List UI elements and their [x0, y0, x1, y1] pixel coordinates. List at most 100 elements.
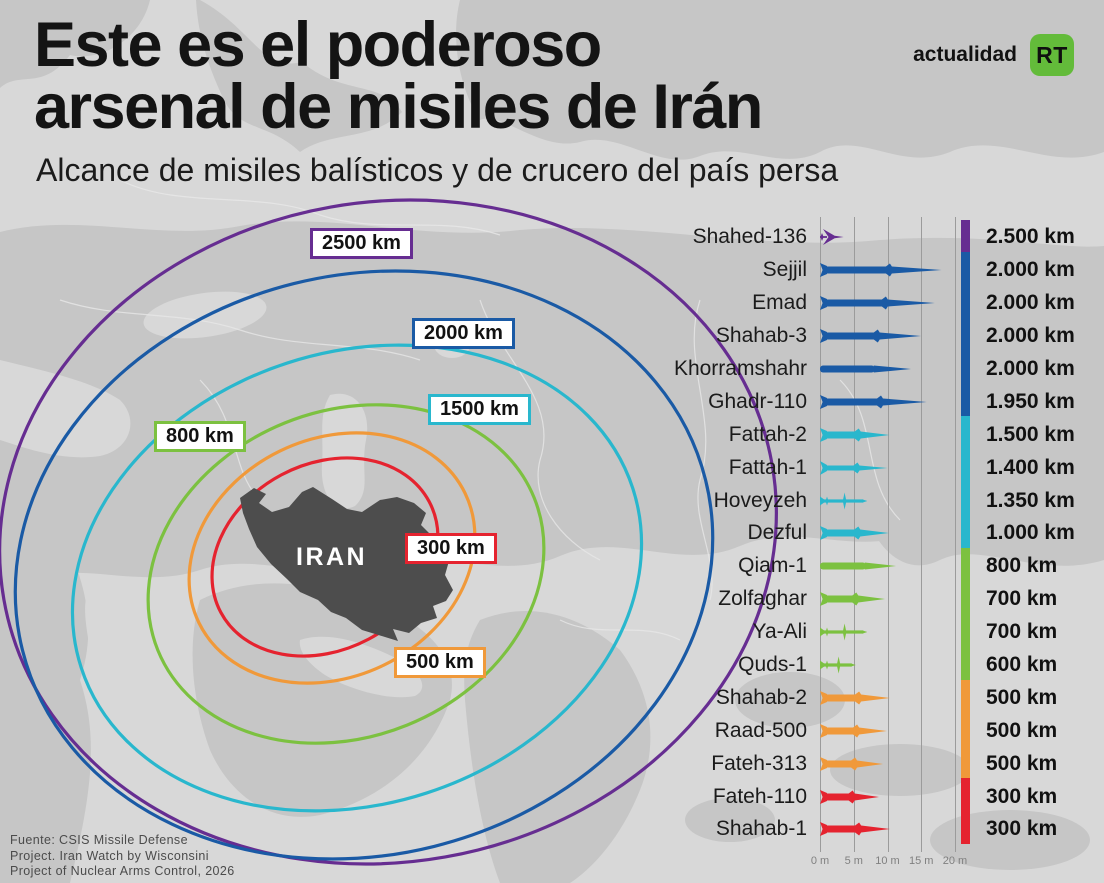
missile-name: Shahab-1: [715, 817, 807, 841]
missile-range-value: 1.000 km: [986, 521, 1075, 545]
missile-row: Dezful 1.000 km: [655, 517, 1104, 550]
missile-icon: [820, 622, 955, 642]
title-line-1: Este es el poderoso: [34, 10, 602, 80]
missile-name: Dezful: [747, 521, 807, 545]
range-rings: [0, 198, 778, 866]
missile-icon: [820, 326, 955, 346]
missile-rows: Shahed-136 2.500 km Sejjil 2.000 km Emad…: [655, 221, 1104, 846]
missile-range-value: 700 km: [986, 620, 1058, 644]
missile-row: Qiam-1 800 km: [655, 550, 1104, 583]
missile-icon: [820, 688, 955, 708]
missile-range-value: 2.000 km: [986, 324, 1075, 348]
missile-range-value: 300 km: [986, 817, 1058, 841]
missile-name: Raad-500: [714, 718, 807, 742]
page-title: Este es el poderoso arsenal de misiles d…: [34, 14, 763, 139]
missile-range-value: 2.500 km: [986, 225, 1075, 249]
gridline-10m: [887, 217, 889, 852]
missile-name: Quds-1: [738, 653, 807, 677]
missile-icon: [820, 589, 955, 609]
missile-range-chart: Shahed-136 2.500 km Sejjil 2.000 km Emad…: [655, 217, 1104, 871]
missile-row: Raad-500 500 km: [655, 714, 1104, 747]
ring-2000km: [13, 269, 715, 861]
axis-tick-15m: 15 m: [909, 855, 934, 867]
missile-row: Shahab-2 500 km: [655, 681, 1104, 714]
missile-range-value: 500 km: [986, 751, 1058, 775]
ring-300km: [210, 456, 440, 658]
missile-name: Fattah-2: [728, 422, 807, 446]
axis-tick-20m: 20 m: [942, 855, 968, 867]
missile-row: Fattah-2 1.500 km: [655, 418, 1104, 451]
missile-row: Shahab-1 300 km: [655, 813, 1104, 846]
missile-range-value: 1.400 km: [986, 455, 1075, 479]
missile-range-value: 2.000 km: [986, 291, 1075, 315]
ring-800km: [146, 403, 546, 745]
brand-actualidad-label: actualidad: [913, 43, 1017, 66]
missile-name: Fateh-110: [712, 784, 807, 808]
rt-logo: RT: [1030, 34, 1074, 76]
missile-icon: [820, 721, 955, 741]
missile-range-value: 600 km: [986, 653, 1058, 677]
page-subtitle: Alcance de misiles balísticos y de cruce…: [36, 152, 839, 188]
missile-icon: [820, 458, 955, 478]
missile-icon: [820, 754, 955, 774]
missile-icon: [820, 655, 955, 675]
range-colorbar: [961, 220, 970, 845]
missile-row: Shahed-136 2.500 km: [655, 221, 1104, 254]
missile-name: Khorramshahr: [673, 357, 807, 380]
missile-range-value: 500 km: [986, 685, 1058, 709]
ring-label-1500km: 1500 km: [428, 394, 531, 425]
source-line-3: Project of Nuclear Arms Control, 2026: [10, 864, 235, 878]
missile-range-value: 2.000 km: [986, 258, 1075, 282]
missile-range-value: 2.000 km: [986, 357, 1075, 380]
missile-name: Shahed-136: [692, 225, 807, 249]
missile-icon: [820, 787, 955, 807]
source-note: Fuente: CSIS Missile Defense Project. Ir…: [10, 833, 235, 880]
missile-name: Shahab-3: [715, 324, 807, 348]
missile-icon: [820, 359, 955, 379]
colorbar-segment: [961, 251, 970, 417]
missile-icon: [820, 491, 955, 511]
missile-row: Ya-Ali 700 km: [655, 616, 1104, 649]
ring-label-800km: 800 km: [154, 421, 246, 452]
missile-range-value: 700 km: [986, 587, 1058, 611]
iran-country-shape: [240, 487, 453, 641]
missile-name: Sejjil: [762, 258, 807, 282]
ring-label-2500km: 2500 km: [310, 228, 413, 259]
missile-icon: [820, 227, 955, 247]
missile-range-value: 1.950 km: [986, 389, 1075, 413]
missile-name: Hoveyzeh: [713, 488, 807, 512]
missile-row: Ghadr-110 1.950 km: [655, 385, 1104, 418]
missile-name: Qiam-1: [738, 554, 807, 578]
missile-range-value: 500 km: [986, 718, 1058, 742]
source-line-1: Fuente: CSIS Missile Defense: [10, 833, 188, 847]
missile-name: Zolfaghar: [718, 587, 807, 611]
colorbar-segment: [961, 547, 970, 680]
missile-icon: [820, 523, 955, 543]
gridline-0m: [820, 217, 821, 852]
ring-500km: [187, 431, 477, 685]
missile-row: Quds-1 600 km: [655, 649, 1104, 682]
missile-row: Hoveyzeh 1.350 km: [655, 484, 1104, 517]
axis-tick-10m: 10 m: [875, 855, 900, 867]
missile-name: Ghadr-110: [708, 389, 807, 413]
missile-icon: [820, 819, 955, 839]
missile-range-value: 1.350 km: [986, 488, 1075, 512]
gridline-15m: [921, 217, 923, 852]
colorbar-segment: [961, 679, 970, 779]
colorbar-segment: [961, 220, 970, 252]
axis-tick-5m: 5 m: [844, 855, 863, 867]
missile-range-value: 300 km: [986, 784, 1058, 808]
colorbar-segment: [961, 778, 970, 845]
ring-2500km: [0, 198, 778, 866]
ring-label-300km: 300 km: [405, 533, 497, 564]
missile-name: Ya-Ali: [752, 620, 807, 644]
missile-icon: [820, 425, 955, 445]
ring-1500km: [70, 343, 644, 813]
missile-icon: [820, 392, 955, 412]
missile-row: Shahab-3 2.000 km: [655, 320, 1104, 353]
missile-icon: [820, 260, 955, 280]
missile-row: Fateh-110 300 km: [655, 780, 1104, 813]
missile-row: Fateh-313 500 km: [655, 747, 1104, 780]
